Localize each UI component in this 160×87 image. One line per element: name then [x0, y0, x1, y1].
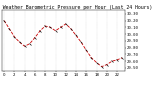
- Title: Milwaukee Weather Barometric Pressure per Hour (Last 24 Hours): Milwaukee Weather Barometric Pressure pe…: [0, 5, 152, 10]
